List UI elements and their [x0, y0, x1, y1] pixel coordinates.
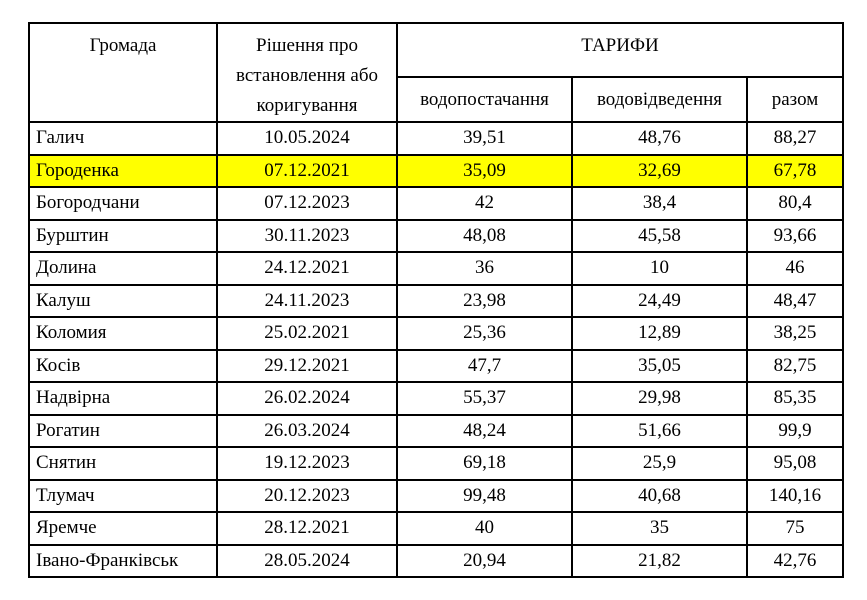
table-row: Бурштин 30.11.2023 48,08 45,58 93,66: [28, 218, 844, 253]
water-supply-tariff-cell: 40: [396, 511, 573, 546]
table-row: Коломия 25.02.2021 25,36 12,89 38,25: [28, 316, 844, 351]
total-tariff-cell: 42,76: [746, 543, 844, 578]
water-supply-tariff-cell: 55,37: [396, 381, 573, 416]
table-row: Рогатин 26.03.2024 48,24 51,66 99,9: [28, 413, 844, 448]
total-tariff-cell: 46: [746, 251, 844, 286]
sewerage-tariff-cell: 40,68: [571, 478, 748, 513]
total-tariff-cell: 82,75: [746, 348, 844, 383]
sewerage-tariff-cell: 51,66: [571, 413, 748, 448]
community-cell: Надвірна: [28, 381, 218, 416]
decision-date-cell: 20.12.2023: [216, 478, 398, 513]
column-header-total: разом: [746, 75, 844, 124]
community-cell: Бурштин: [28, 218, 218, 253]
community-cell: Калуш: [28, 283, 218, 318]
table-row: Косів 29.12.2021 47,7 35,05 82,75: [28, 348, 844, 383]
water-supply-tariff-cell: 35,09: [396, 153, 573, 188]
sewerage-tariff-cell: 10: [571, 251, 748, 286]
table-row: Тлумач 20.12.2023 99,48 40,68 140,16: [28, 478, 844, 513]
water-supply-tariff-cell: 48,24: [396, 413, 573, 448]
community-cell: Косів: [28, 348, 218, 383]
community-cell: Тлумач: [28, 478, 218, 513]
community-cell: Івано-Франківськ: [28, 543, 218, 578]
decision-date-cell: 19.12.2023: [216, 446, 398, 481]
table-row: Калуш 24.11.2023 23,98 24,49 48,47: [28, 283, 844, 318]
water-supply-tariff-cell: 25,36: [396, 316, 573, 351]
decision-date-cell: 26.02.2024: [216, 381, 398, 416]
sewerage-tariff-cell: 32,69: [571, 153, 748, 188]
column-header-decision: Рішення про встановлення або коригування: [216, 22, 398, 123]
community-cell: Долина: [28, 251, 218, 286]
decision-date-cell: 29.12.2021: [216, 348, 398, 383]
decision-date-cell: 28.05.2024: [216, 543, 398, 578]
water-supply-tariff-cell: 42: [396, 186, 573, 221]
sewerage-tariff-cell: 45,58: [571, 218, 748, 253]
tariff-table: Громада Рішення про встановлення або кор…: [28, 22, 844, 578]
water-supply-tariff-cell: 39,51: [396, 121, 573, 156]
decision-date-cell: 28.12.2021: [216, 511, 398, 546]
total-tariff-cell: 80,4: [746, 186, 844, 221]
table-row: Надвірна 26.02.2024 55,37 29,98 85,35: [28, 381, 844, 416]
sewerage-tariff-cell: 29,98: [571, 381, 748, 416]
water-supply-tariff-cell: 23,98: [396, 283, 573, 318]
community-cell: Рогатин: [28, 413, 218, 448]
total-tariff-cell: 93,66: [746, 218, 844, 253]
table-row: Долина 24.12.2021 36 10 46: [28, 251, 844, 286]
sewerage-tariff-cell: 35: [571, 511, 748, 546]
table-row: Івано-Франківськ 28.05.2024 20,94 21,82 …: [28, 543, 844, 578]
total-tariff-cell: 48,47: [746, 283, 844, 318]
water-supply-tariff-cell: 69,18: [396, 446, 573, 481]
column-header-sewerage: водовідведення: [571, 75, 748, 124]
community-cell: Богородчани: [28, 186, 218, 221]
decision-date-cell: 26.03.2024: [216, 413, 398, 448]
decision-date-cell: 24.12.2021: [216, 251, 398, 286]
total-tariff-cell: 38,25: [746, 316, 844, 351]
total-tariff-cell: 85,35: [746, 381, 844, 416]
community-cell: Галич: [28, 121, 218, 156]
decision-date-cell: 10.05.2024: [216, 121, 398, 156]
table-row: Городенка 07.12.2021 35,09 32,69 67,78: [28, 153, 844, 188]
decision-date-cell: 30.11.2023: [216, 218, 398, 253]
water-supply-tariff-cell: 20,94: [396, 543, 573, 578]
community-cell: Коломия: [28, 316, 218, 351]
total-tariff-cell: 99,9: [746, 413, 844, 448]
table-row: Снятин 19.12.2023 69,18 25,9 95,08: [28, 446, 844, 481]
sewerage-tariff-cell: 25,9: [571, 446, 748, 481]
table-body: Галич 10.05.2024 39,51 48,76 88,27 Город…: [28, 121, 844, 578]
sewerage-tariff-cell: 48,76: [571, 121, 748, 156]
total-tariff-cell: 75: [746, 511, 844, 546]
decision-date-cell: 25.02.2021: [216, 316, 398, 351]
sewerage-tariff-cell: 21,82: [571, 543, 748, 578]
water-supply-tariff-cell: 48,08: [396, 218, 573, 253]
sewerage-tariff-cell: 35,05: [571, 348, 748, 383]
sewerage-tariff-cell: 38,4: [571, 186, 748, 221]
community-cell: Снятин: [28, 446, 218, 481]
total-tariff-cell: 67,78: [746, 153, 844, 188]
total-tariff-cell: 95,08: [746, 446, 844, 481]
water-supply-tariff-cell: 99,48: [396, 478, 573, 513]
community-cell: Яремче: [28, 511, 218, 546]
table-header: Громада Рішення про встановлення або кор…: [28, 22, 844, 124]
column-header-tariffs: ТАРИФИ: [396, 22, 844, 78]
community-cell: Городенка: [28, 153, 218, 188]
total-tariff-cell: 88,27: [746, 121, 844, 156]
sewerage-tariff-cell: 12,89: [571, 316, 748, 351]
column-header-community: Громада: [28, 22, 218, 123]
decision-date-cell: 07.12.2021: [216, 153, 398, 188]
water-supply-tariff-cell: 47,7: [396, 348, 573, 383]
decision-date-cell: 24.11.2023: [216, 283, 398, 318]
table-row: Богородчани 07.12.2023 42 38,4 80,4: [28, 186, 844, 221]
total-tariff-cell: 140,16: [746, 478, 844, 513]
water-supply-tariff-cell: 36: [396, 251, 573, 286]
column-header-water-supply: водопостачання: [396, 75, 573, 124]
table-row: Яремче 28.12.2021 40 35 75: [28, 511, 844, 546]
decision-date-cell: 07.12.2023: [216, 186, 398, 221]
sewerage-tariff-cell: 24,49: [571, 283, 748, 318]
table-row: Галич 10.05.2024 39,51 48,76 88,27: [28, 121, 844, 156]
